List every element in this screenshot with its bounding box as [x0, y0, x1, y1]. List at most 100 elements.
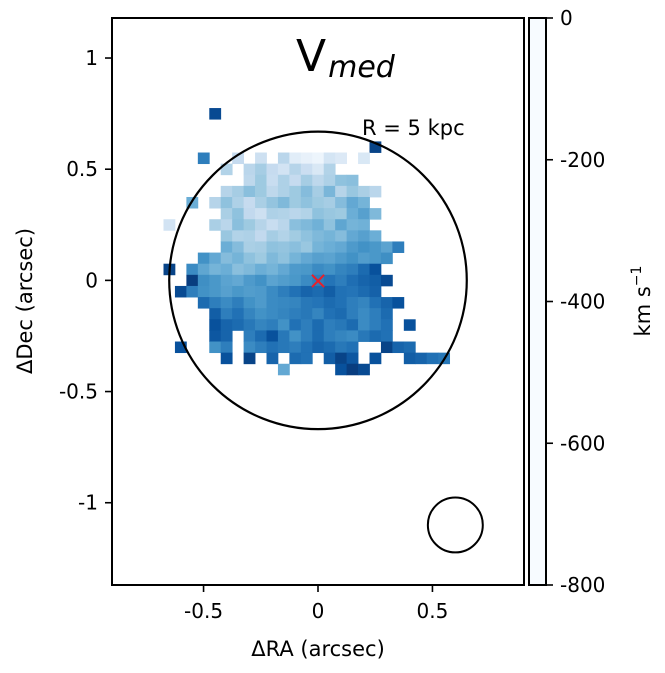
velocity-pixel [255, 196, 267, 209]
velocity-pixel [243, 252, 256, 265]
chart-title-subscript: med [328, 50, 396, 85]
velocity-pixel [255, 263, 267, 276]
velocity-pixel [323, 352, 336, 365]
velocity-pixel [266, 185, 279, 198]
velocity-pixel [255, 174, 267, 187]
colorbar-label: km s−1 [629, 266, 655, 337]
velocity-pixel [358, 241, 370, 253]
colorbar-label-exponent: −1 [629, 266, 645, 287]
velocity-pixel [289, 330, 302, 342]
velocity-pixel [255, 152, 267, 165]
velocity-pixel [289, 174, 302, 187]
velocity-pixel [346, 241, 359, 253]
x-axis-label: ΔRA (arcsec) [251, 637, 385, 661]
colorbar-ticks: 0 -200 -400 -600 -800 [546, 6, 605, 597]
velocity-pixel [266, 297, 279, 309]
velocity-pixel [255, 330, 267, 342]
velocity-pixel [346, 174, 359, 187]
velocity-pixel [403, 319, 416, 331]
velocity-pixel [289, 196, 302, 209]
velocity-pixel [243, 330, 256, 342]
velocity-pixel [243, 241, 256, 253]
velocity-pixel [323, 174, 336, 187]
velocity-pixel [358, 274, 370, 287]
velocity-pixel [323, 219, 336, 231]
velocity-pixel [243, 163, 256, 176]
velocity-pixel [277, 363, 290, 376]
velocity-pixel [277, 252, 290, 265]
velocity-pixel [358, 308, 370, 320]
velocity-pixel [346, 274, 359, 287]
velocity-pixel [209, 219, 222, 231]
velocity-pixel [369, 185, 382, 198]
velocity-pixel [277, 185, 290, 198]
velocity-pixel [335, 341, 348, 354]
velocity-pixel [255, 319, 267, 331]
velocity-pixel [277, 341, 290, 354]
velocity-pixel [243, 230, 256, 242]
velocity-pixel [335, 208, 348, 220]
velocity-pixel [323, 163, 336, 176]
velocity-pixel [335, 252, 348, 265]
velocity-pixel [163, 219, 176, 231]
velocity-pixel [300, 219, 313, 231]
velocity-pixel [358, 252, 370, 265]
velocity-pixel [266, 330, 279, 342]
velocity-pixel [209, 341, 222, 354]
velocity-pixel [197, 263, 210, 276]
velocity-pixel [300, 285, 313, 298]
colorbar-label-units: km s [631, 286, 655, 336]
velocity-pixel [209, 263, 222, 276]
velocity-pixel [323, 297, 336, 309]
x-tick-label: 0.5 [417, 599, 449, 623]
velocity-pixel [277, 308, 290, 320]
velocity-pixel [312, 297, 325, 309]
velocity-pixel [232, 185, 245, 198]
velocity-pixel [232, 152, 245, 165]
velocity-pixel [232, 219, 245, 231]
velocity-pixel [289, 208, 302, 220]
velocity-pixel [312, 174, 325, 187]
velocity-pixel [300, 263, 313, 276]
velocity-pixel [266, 196, 279, 209]
velocity-pixel [369, 263, 382, 276]
velocity-pixel [403, 341, 416, 354]
velocity-pixel [300, 185, 313, 198]
velocity-pixel [220, 352, 233, 365]
velocity-pixel [277, 152, 290, 165]
velocity-pixel [323, 274, 336, 287]
velocity-pixel [232, 252, 245, 265]
velocity-pixel [380, 274, 393, 287]
velocity-pixel [312, 274, 325, 287]
velocity-pixel [232, 308, 245, 320]
velocity-pixel [232, 285, 245, 298]
velocity-pixel [197, 274, 210, 287]
velocity-pixel [358, 196, 370, 209]
y-tick-label: 0.5 [66, 157, 98, 181]
velocity-pixel [369, 308, 382, 320]
velocity-pixel [197, 152, 210, 165]
chart-title-main: V [296, 31, 326, 82]
velocity-pixel [277, 330, 290, 342]
velocity-pixel [277, 319, 290, 331]
velocity-pixel [323, 341, 336, 354]
velocity-pixel [243, 297, 256, 309]
velocity-pixel [426, 352, 439, 365]
chart-title: Vmed [296, 31, 396, 85]
velocity-pixel [266, 263, 279, 276]
velocity-pixel [289, 163, 302, 176]
velocity-pixel [323, 319, 336, 331]
velocity-pixel [323, 185, 336, 198]
velocity-pixel [346, 352, 359, 365]
velocity-pixel [266, 352, 279, 365]
velocity-pixel [266, 252, 279, 265]
velocity-pixel [346, 341, 359, 354]
velocity-pixel [335, 230, 348, 242]
velocity-pixel [220, 241, 233, 253]
velocity-pixel [209, 196, 222, 209]
velocity-pixel [220, 263, 233, 276]
velocity-pixel [346, 208, 359, 220]
velocity-pixel [220, 330, 233, 342]
velocity-pixel [300, 297, 313, 309]
center-marker-icon: × [308, 266, 328, 294]
